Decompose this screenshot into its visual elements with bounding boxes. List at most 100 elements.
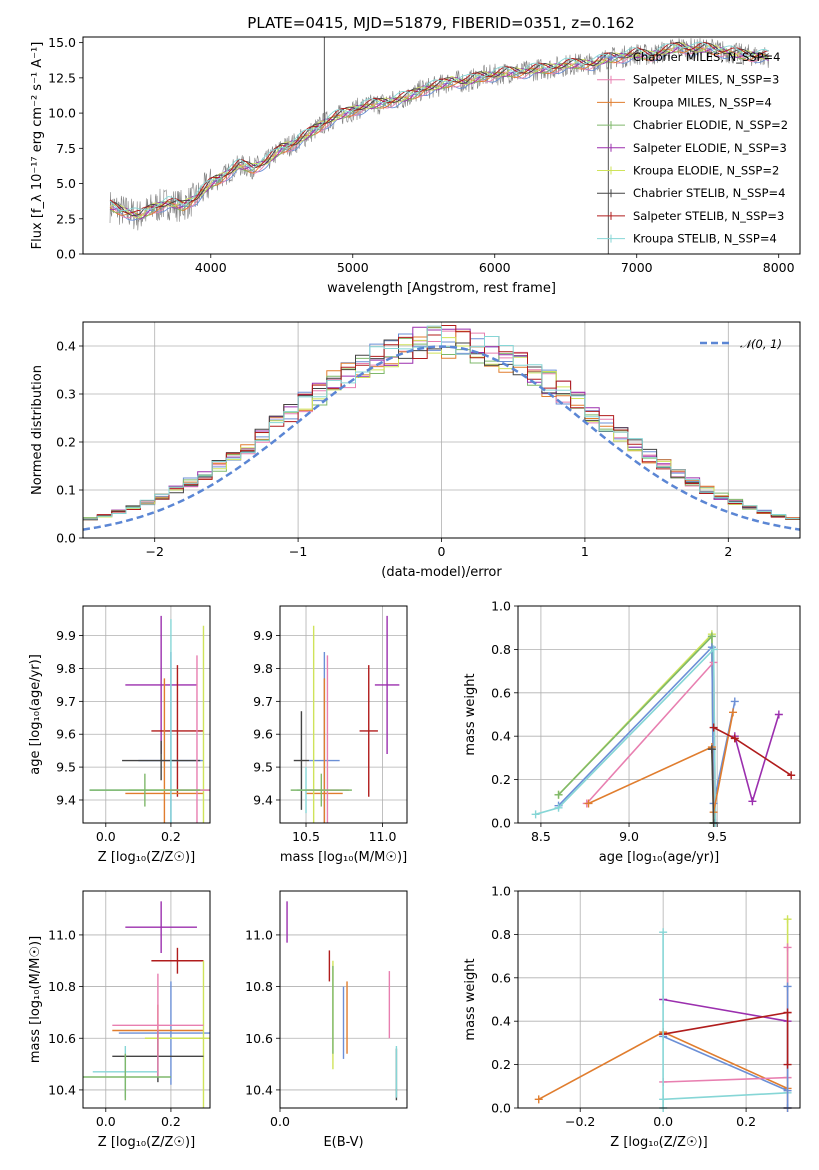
normal-curve — [83, 345, 800, 531]
tick-label-y: 9.6 — [56, 727, 76, 742]
tick-label-y: 15.0 — [48, 35, 76, 50]
data-point-salpeter_stelib — [151, 665, 204, 797]
axes-frame — [82, 36, 801, 255]
legend-entry: 𝒩(0, 1) — [740, 337, 782, 351]
tick-label-x: 7000 — [621, 260, 653, 275]
series-salpeter_stelib — [709, 723, 796, 780]
plot-area — [83, 325, 800, 531]
tick-label-x: 11.0 — [369, 829, 397, 844]
plot-area — [531, 630, 796, 827]
model-spectrum-kroupa_stelib — [109, 41, 769, 212]
data-point-kroupa_elodie — [144, 960, 210, 1108]
series-marker — [783, 1060, 792, 1069]
series-marker — [729, 708, 738, 717]
series-marker — [534, 1095, 543, 1104]
data-point-chabrier_elodie — [89, 773, 201, 807]
tick-label-y: 10.8 — [245, 979, 273, 994]
tick-label-x: −1 — [289, 544, 307, 559]
tick-label-x: 0.2 — [161, 1114, 181, 1129]
data-point-salpeter_elodie — [374, 615, 400, 754]
series-marker — [774, 710, 783, 719]
tick-label-y: 9.9 — [56, 628, 76, 643]
axes-frame — [82, 321, 801, 539]
tick-label-y: 0.6 — [491, 970, 511, 985]
plot-area — [534, 915, 792, 1112]
tick-label-x: 0.0 — [96, 1114, 116, 1129]
tick-label-y: 5.0 — [56, 176, 76, 191]
legend-entry: Salpeter MILES, N_SSP=3 — [633, 73, 779, 87]
histogram-chabrier_stelib — [83, 339, 800, 521]
tick-label-y: 2.5 — [56, 211, 76, 226]
series-marker — [730, 697, 739, 706]
series-marker — [554, 790, 563, 799]
tick-label-y: 0.1 — [56, 483, 76, 498]
tick-label-y: 1.0 — [491, 884, 511, 899]
tick-label-y: 0.8 — [491, 927, 511, 942]
tick-label-y: 7.5 — [56, 141, 76, 156]
tick-label-x: 8000 — [763, 260, 795, 275]
tick-label-y: 0.0 — [56, 247, 76, 262]
panel-residuals: −2 −1 0 1 2 0.0 0.1 0.2 0.3 0.4 (data-model)/error… — [30, 321, 801, 580]
tick-label-y: 9.8 — [253, 661, 273, 676]
legend-entry: Salpeter ELODIE, N_SSP=3 — [633, 141, 787, 155]
series-line — [711, 749, 715, 824]
series-marker — [748, 797, 757, 806]
series-line — [557, 645, 736, 807]
tick-label-x: −2 — [145, 544, 163, 559]
series-kroupa_stelib — [659, 928, 668, 1112]
series-chabrier_miles — [659, 1032, 792, 1095]
tick-label-y: 9.7 — [253, 694, 273, 709]
series-kroupa_stelib — [659, 1088, 792, 1104]
plot-area — [290, 615, 400, 823]
data-point-salpeter_miles — [112, 973, 204, 1077]
observed-spectrum — [109, 38, 770, 231]
data-point-chabrier_miles — [118, 981, 210, 1085]
tick-label-x: 10.5 — [292, 829, 320, 844]
series-line — [663, 1076, 788, 1083]
legend: Chabrier MILES, N_SSP=4 Salpeter MILES, N… — [597, 50, 788, 246]
tick-label-x: 9.5 — [707, 829, 727, 844]
model-spectrum-salpeter_elodie — [109, 44, 769, 220]
tick-label-y: 0.4 — [491, 1014, 511, 1029]
tick-label-x: 1 — [581, 544, 589, 559]
model-spectrum-chabrier_stelib — [109, 41, 770, 217]
tick-label-y: 0.2 — [56, 435, 76, 450]
series-salpeter_miles — [582, 658, 720, 827]
tick-label-y: 1.0 — [491, 599, 511, 614]
legend-entry: Chabrier STELIB, N_SSP=4 — [633, 186, 785, 200]
series-marker — [531, 810, 540, 819]
series-line — [586, 660, 717, 824]
legend-entry: Kroupa STELIB, N_SSP=4 — [633, 232, 777, 246]
series-marker — [783, 1008, 792, 1017]
data-point-chabrier_elodie — [83, 1053, 171, 1101]
grid-lines — [83, 891, 210, 1108]
tick-label-y: 0.4 — [56, 339, 76, 354]
series-marker — [730, 734, 739, 743]
series-marker — [584, 799, 593, 808]
series-marker — [659, 928, 668, 937]
tick-label-x: 0.2 — [736, 1114, 756, 1129]
tick-label-x: 4000 — [195, 260, 227, 275]
tick-label-y: 10.4 — [245, 1082, 273, 1097]
series-salpeter_stelib — [659, 1008, 792, 1039]
tick-label-y: 9.4 — [56, 792, 76, 807]
tick-label-y: 9.9 — [253, 628, 273, 643]
series-salpeter_elodie — [659, 995, 792, 1026]
plot-area — [83, 901, 210, 1108]
y-axis-label: mass weight — [463, 673, 478, 755]
series-marker — [707, 632, 716, 641]
x-axis-label: Z [log₁₀(Z/Z☉)] — [98, 1135, 195, 1150]
axes-frame — [82, 605, 211, 824]
tick-label-y: 9.8 — [56, 661, 76, 676]
model-spectrum-salpeter_stelib — [109, 42, 769, 214]
tick-label-x: 2 — [724, 544, 732, 559]
series-marker — [709, 723, 718, 732]
series-line — [662, 1035, 788, 1092]
tick-label-x: 0.0 — [653, 1114, 673, 1129]
series-chabrier_stelib — [707, 745, 718, 827]
series-salpeter_elodie — [730, 710, 783, 806]
tick-label-y: 0.2 — [491, 1057, 511, 1072]
series-line — [663, 1092, 788, 1101]
series-marker — [787, 771, 796, 780]
